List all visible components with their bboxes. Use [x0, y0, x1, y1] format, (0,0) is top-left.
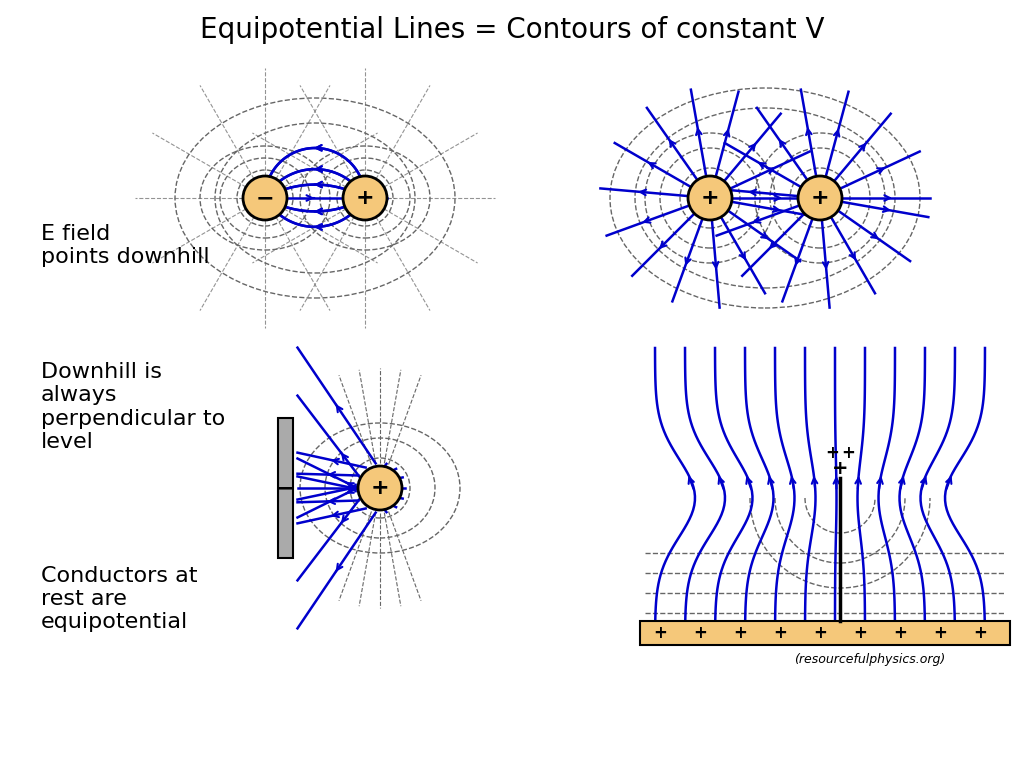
Text: +: + — [733, 624, 746, 642]
Text: (resourcefulphysics.org): (resourcefulphysics.org) — [795, 654, 945, 667]
Text: +: + — [693, 624, 707, 642]
Text: +: + — [893, 624, 907, 642]
Circle shape — [243, 176, 287, 220]
Text: +: + — [973, 624, 987, 642]
Circle shape — [358, 466, 402, 510]
Text: Downhill is
always
perpendicular to
level: Downhill is always perpendicular to leve… — [41, 362, 225, 452]
Circle shape — [688, 176, 732, 220]
Text: +: + — [831, 458, 848, 478]
Text: +: + — [813, 624, 827, 642]
Text: +: + — [825, 444, 839, 462]
Text: +: + — [371, 478, 389, 498]
Bar — [640, 621, 1010, 645]
Text: +: + — [841, 444, 855, 462]
Text: −: − — [275, 478, 294, 498]
Text: Conductors at
rest are
equipotential: Conductors at rest are equipotential — [41, 566, 198, 632]
Text: +: + — [653, 624, 667, 642]
Text: E field
points downhill: E field points downhill — [41, 224, 210, 267]
Text: +: + — [933, 624, 947, 642]
Circle shape — [798, 176, 842, 220]
Text: +: + — [355, 188, 375, 208]
Text: +: + — [811, 188, 829, 208]
Circle shape — [343, 176, 387, 220]
Text: +: + — [700, 188, 719, 208]
Text: Equipotential Lines = Contours of constant V: Equipotential Lines = Contours of consta… — [200, 16, 824, 44]
Bar — [278, 418, 293, 558]
Text: −: − — [256, 188, 274, 208]
Text: +: + — [853, 624, 867, 642]
Text: +: + — [773, 624, 786, 642]
